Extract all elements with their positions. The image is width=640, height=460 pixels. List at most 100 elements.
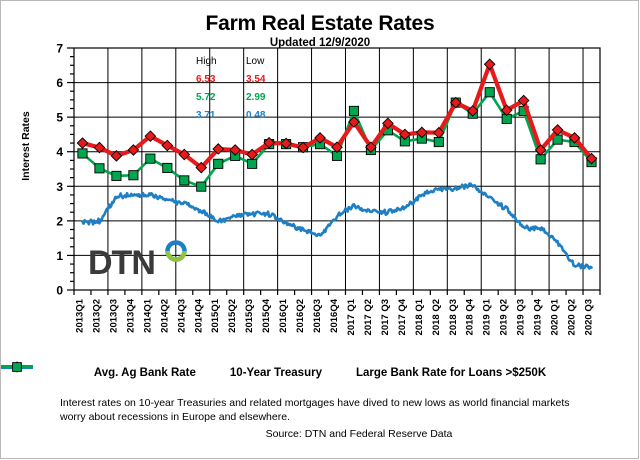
- data-point-diamond: [297, 141, 309, 154]
- stats-high-value: 3.71: [196, 110, 216, 121]
- x-tick-label: 2016Q4: [329, 298, 340, 333]
- data-point-square: [484, 87, 495, 98]
- data-point-diamond: [432, 126, 445, 139]
- data-point-diamond: [161, 139, 174, 152]
- x-tick-label: 2016Q1: [278, 298, 289, 333]
- data-point-square: [111, 170, 122, 181]
- x-tick-label: 2015Q4: [261, 298, 272, 333]
- data-point-square: [94, 163, 105, 174]
- x-tick-label: 2018 Q1: [414, 298, 425, 335]
- x-tick-label: 2014Q1: [142, 298, 153, 333]
- x-tick-label: 2019 Q2: [499, 299, 510, 335]
- data-point-diamond: [348, 116, 360, 128]
- data-point-diamond: [229, 144, 242, 156]
- data-point-square: [162, 162, 173, 174]
- data-point-diamond: [127, 144, 140, 156]
- y-tick-label: 1: [56, 249, 63, 263]
- x-tick-label: 2019 Q4: [533, 298, 544, 335]
- data-point-diamond: [76, 137, 89, 149]
- data-point-square: [145, 153, 156, 164]
- data-point-diamond: [449, 96, 462, 109]
- x-tick-label: 2017 Q3: [380, 299, 391, 335]
- x-tick-label: 2017 Q4: [397, 298, 408, 335]
- data-point-diamond: [263, 136, 275, 149]
- data-point-square: [348, 105, 360, 116]
- watermark-ring-lower-icon: [165, 250, 187, 262]
- chart-legend: Avg. Ag Bank Rate 10-Year Treasury Large B…: [0, 360, 640, 386]
- chart-title: Farm Real Estate Rates: [205, 12, 435, 35]
- x-tick-label: 2014Q2: [159, 299, 170, 333]
- data-point-diamond: [534, 144, 547, 156]
- data-point-diamond: [466, 105, 479, 117]
- data-point-square: [196, 181, 207, 192]
- data-point-diamond: [551, 124, 564, 136]
- data-point-diamond: [178, 148, 191, 161]
- x-tick-label: 2020 Q1: [550, 298, 561, 335]
- x-tick-label: 2013Q3: [108, 299, 119, 333]
- stats-high-value: 6.53: [196, 74, 216, 85]
- data-point-square: [77, 148, 88, 159]
- stats-low-value: 2.99: [246, 92, 266, 103]
- stats-high-header: High: [196, 56, 217, 67]
- data-point-diamond: [110, 150, 123, 162]
- x-tick-label: 2017 Q2: [363, 299, 374, 335]
- x-tick-label: 2015Q3: [244, 299, 255, 333]
- data-point-diamond: [585, 152, 598, 165]
- data-point-square: [213, 158, 224, 169]
- x-tick-label: 2018 Q2: [431, 299, 442, 335]
- x-tick-label: 2013Q4: [125, 298, 136, 333]
- data-point-diamond: [500, 104, 513, 117]
- y-tick-label: 6: [56, 76, 63, 90]
- x-tick-label: 2016Q2: [295, 299, 306, 333]
- data-point-diamond: [314, 132, 326, 144]
- data-point-diamond: [93, 141, 106, 154]
- data-point-diamond: [212, 143, 225, 155]
- watermark-text: DTN: [88, 244, 155, 282]
- series-line-treasury: [81, 182, 593, 270]
- y-axis-ticks: 0 1 2 3 4 5 6 7: [56, 42, 74, 298]
- y-tick-label: 4: [56, 145, 63, 159]
- data-point-diamond: [568, 132, 581, 144]
- data-point-diamond: [331, 141, 343, 154]
- chart-subtitle: Updated 12/9/2020: [269, 37, 371, 49]
- series-layer: [76, 58, 598, 270]
- legend-item[interactable]: 10-Year Treasury: [1, 365, 322, 379]
- data-point-square: [247, 158, 258, 169]
- data-point-square: [535, 154, 546, 165]
- y-tick-label: 3: [56, 180, 63, 194]
- chart-plot-area: 0 1 2 3 4 5 6 7 High Low 6.53 3.54 5.72 2.99 3.71 0.48…: [56, 42, 601, 335]
- data-point-diamond: [280, 137, 292, 150]
- x-tick-label: 2014Q4: [193, 298, 204, 333]
- data-point-diamond: [416, 126, 428, 139]
- x-tick-label: 2019 Q3: [516, 299, 527, 335]
- data-point-square: [433, 136, 444, 148]
- data-point-diamond: [144, 130, 157, 142]
- x-tick-label: 2016Q3: [312, 299, 323, 333]
- legend-marker-square-icon: [1, 362, 33, 372]
- x-tick-label: 2015Q2: [227, 299, 238, 333]
- legend-label: Large Bank Rate for Loans >$250K: [355, 367, 547, 379]
- dtn-watermark: DTN: [88, 240, 187, 282]
- legend-item[interactable]: Large Bank Rate for Loans >$250K: [1, 362, 547, 379]
- x-tick-label: 2018 Q4: [465, 298, 476, 335]
- x-tick-label: 2013Q1: [74, 298, 85, 333]
- data-point-diamond: [195, 161, 208, 174]
- chart-source: Source: DTN and Federal Reserve Data: [265, 428, 453, 440]
- legend-item[interactable]: Avg. Ag Bank Rate: [1, 361, 196, 379]
- high-low-table: High Low 6.53 3.54 5.72 2.99 3.71 0.48: [196, 56, 266, 121]
- x-tick-label: 2019 Q1: [482, 298, 493, 335]
- data-point-diamond: [399, 128, 411, 141]
- stats-high-value: 5.72: [196, 92, 216, 103]
- stats-low-value: 3.54: [246, 74, 266, 85]
- data-point-square: [179, 175, 190, 186]
- data-point-diamond: [365, 141, 377, 154]
- data-point-diamond: [246, 148, 258, 161]
- x-tick-label: 2013Q2: [91, 299, 102, 333]
- x-tick-label: 2020 Q2: [567, 299, 578, 335]
- x-tick-label: 2020 Q3: [584, 299, 595, 335]
- legend-label: Avg. Ag Bank Rate: [93, 367, 196, 379]
- y-tick-label: 0: [56, 284, 63, 298]
- stats-low-header: Low: [246, 56, 265, 67]
- chart-note: Interest rates on 10-year Treasuries and…: [60, 397, 570, 423]
